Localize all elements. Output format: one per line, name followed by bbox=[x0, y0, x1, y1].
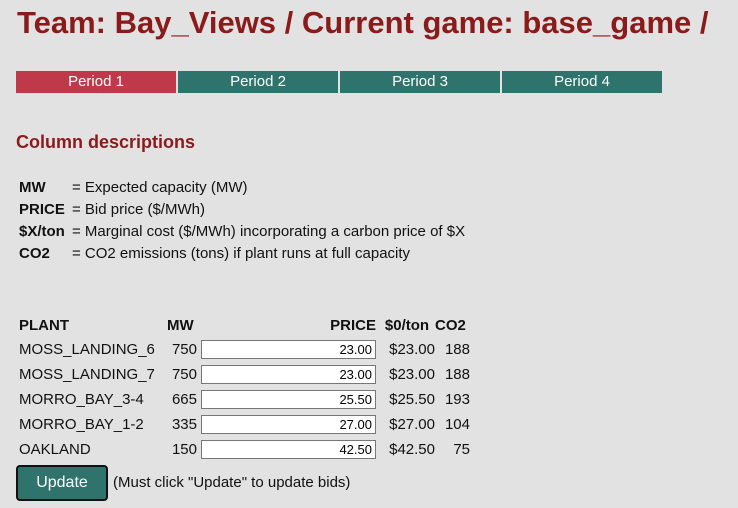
plant-mw: 150 bbox=[171, 441, 197, 458]
plant-co2: 188 bbox=[444, 341, 470, 358]
plant-name: MOSS_LANDING_6 bbox=[19, 341, 155, 358]
period-tabs: Period 1 Period 2 Period 3 Period 4 bbox=[16, 71, 664, 93]
table-row: MORRO_BAY_3-4 665 $25.50 193 bbox=[19, 387, 473, 412]
tab-period-3[interactable]: Period 3 bbox=[340, 71, 500, 93]
plant-co2: 75 bbox=[453, 441, 470, 458]
plant-cost: $23.00 bbox=[389, 366, 435, 383]
table-header-row: PLANT MW PRICE $0/ton CO2 bbox=[19, 313, 473, 337]
description-row: MW = Expected capacity (MW) bbox=[19, 177, 465, 199]
header-co2: CO2 bbox=[435, 316, 466, 334]
description-key: PRICE bbox=[19, 201, 65, 218]
description-text: = Expected capacity (MW) bbox=[72, 179, 248, 196]
plants-table: PLANT MW PRICE $0/ton CO2 MOSS_LANDING_6… bbox=[19, 313, 473, 462]
plant-co2: 188 bbox=[444, 366, 470, 383]
description-row: CO2 = CO2 emissions (tons) if plant runs… bbox=[19, 243, 465, 265]
tab-period-4[interactable]: Period 4 bbox=[502, 71, 662, 93]
plant-mw: 750 bbox=[171, 366, 197, 383]
column-descriptions-heading: Column descriptions bbox=[16, 132, 196, 152]
description-row: $X/ton = Marginal cost ($/MWh) incorpora… bbox=[19, 221, 465, 243]
table-row: MORRO_BAY_1-2 335 $27.00 104 bbox=[19, 412, 473, 437]
header-mw: MW bbox=[167, 316, 194, 334]
plant-co2: 193 bbox=[444, 391, 470, 408]
description-text: = CO2 emissions (tons) if plant runs at … bbox=[72, 245, 411, 262]
price-input[interactable] bbox=[201, 365, 376, 384]
update-note: (Must click "Update" to update bids) bbox=[113, 474, 351, 491]
plant-mw: 750 bbox=[171, 341, 197, 358]
table-row: MOSS_LANDING_6 750 $23.00 188 bbox=[19, 337, 473, 362]
tab-period-1[interactable]: Period 1 bbox=[16, 71, 176, 93]
price-input[interactable] bbox=[201, 390, 376, 409]
plant-cost: $25.50 bbox=[389, 391, 435, 408]
description-key: $X/ton bbox=[19, 223, 65, 240]
plant-cost: $27.00 bbox=[389, 416, 435, 433]
plant-name: OAKLAND bbox=[19, 441, 91, 458]
header-cost: $0/ton bbox=[384, 316, 430, 334]
table-row: MOSS_LANDING_7 750 $23.00 188 bbox=[19, 362, 473, 387]
plant-name: MORRO_BAY_1-2 bbox=[19, 416, 144, 433]
table-row: OAKLAND 150 $42.50 75 bbox=[19, 437, 473, 462]
tab-period-2[interactable]: Period 2 bbox=[178, 71, 338, 93]
update-button[interactable]: Update bbox=[16, 465, 108, 501]
price-input[interactable] bbox=[201, 415, 376, 434]
plant-cost: $42.50 bbox=[389, 441, 435, 458]
description-text: = Marginal cost ($/MWh) incorporating a … bbox=[72, 223, 466, 240]
description-key: MW bbox=[19, 179, 46, 196]
plant-cost: $23.00 bbox=[389, 341, 435, 358]
header-plant: PLANT bbox=[19, 316, 69, 334]
description-text: = Bid price ($/MWh) bbox=[72, 201, 205, 218]
price-input[interactable] bbox=[201, 340, 376, 359]
plant-name: MOSS_LANDING_7 bbox=[19, 366, 155, 383]
plant-mw: 665 bbox=[171, 391, 197, 408]
page-title: Team: Bay_Views / Current game: base_gam… bbox=[17, 5, 709, 40]
price-input[interactable] bbox=[201, 440, 376, 459]
plant-co2: 104 bbox=[444, 416, 470, 433]
description-row: PRICE = Bid price ($/MWh) bbox=[19, 199, 465, 221]
header-price: PRICE bbox=[330, 316, 376, 334]
plant-mw: 335 bbox=[171, 416, 197, 433]
plant-name: MORRO_BAY_3-4 bbox=[19, 391, 144, 408]
description-key: CO2 bbox=[19, 245, 50, 262]
column-descriptions-list: MW = Expected capacity (MW) PRICE = Bid … bbox=[19, 177, 465, 265]
